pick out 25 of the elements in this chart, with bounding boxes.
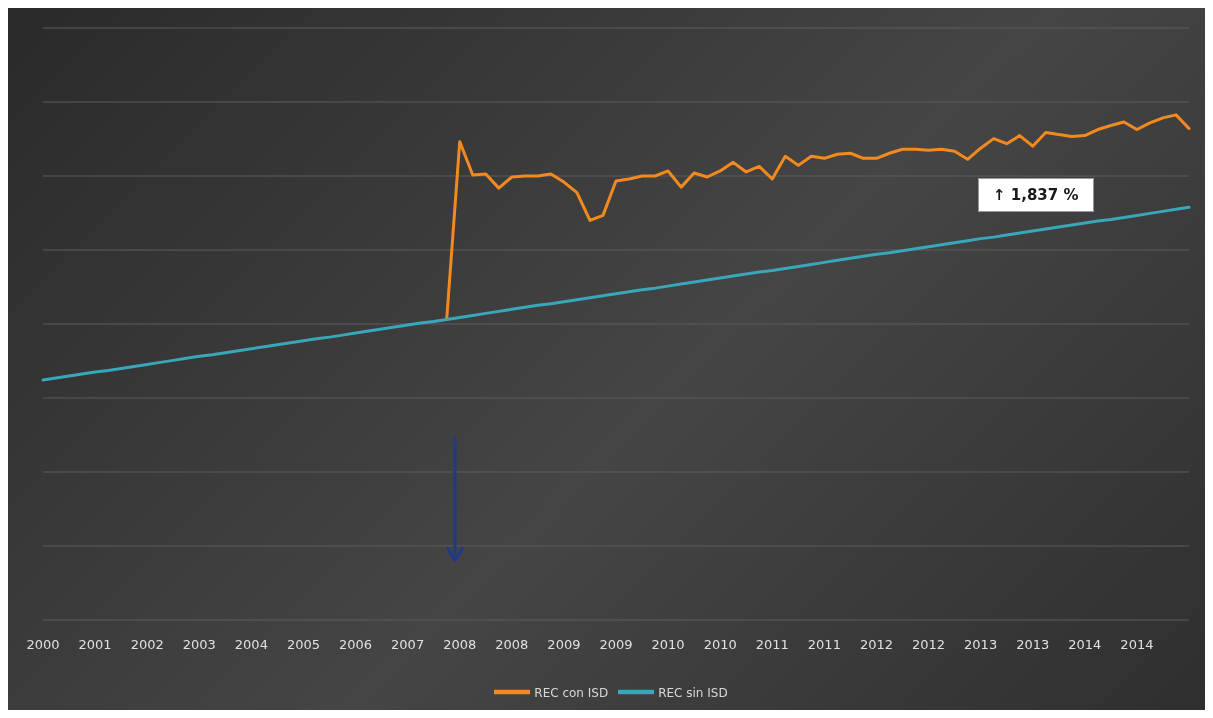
x-tick-label: 2000 — [26, 637, 60, 653]
x-tick-label: 2008 — [495, 637, 529, 653]
x-tick-label: 2006 — [339, 637, 373, 653]
x-tick-label: 2011 — [755, 637, 789, 653]
x-tick-label: 2005 — [286, 637, 320, 653]
x-tick-label: 2012 — [859, 637, 893, 653]
x-tick-label: 2003 — [182, 637, 216, 653]
legend-label: REC con ISD — [534, 685, 609, 700]
x-tick-label: 2002 — [130, 637, 164, 653]
x-tick-label: 2001 — [78, 637, 112, 653]
x-tick-label: 2007 — [391, 637, 425, 653]
x-tick-label: 2009 — [599, 637, 633, 653]
x-tick-label: 2012 — [912, 637, 946, 653]
x-tick-label: 2013 — [1016, 637, 1050, 653]
x-tick-label: 2008 — [443, 637, 477, 653]
x-tick-label: 2004 — [234, 637, 268, 653]
x-tick-label: 2014 — [1068, 637, 1102, 653]
x-tick-label: 2014 — [1120, 637, 1154, 653]
x-tick-label: 2010 — [703, 637, 737, 653]
annotation: ↑ 1,837 % — [978, 178, 1094, 212]
x-tick-label: 2011 — [807, 637, 841, 653]
x-tick-label: 2010 — [651, 637, 685, 653]
x-tick-label: 2013 — [964, 637, 998, 653]
x-tick-label: 2009 — [547, 637, 581, 653]
legend-label: REC sin ISD — [658, 685, 728, 700]
